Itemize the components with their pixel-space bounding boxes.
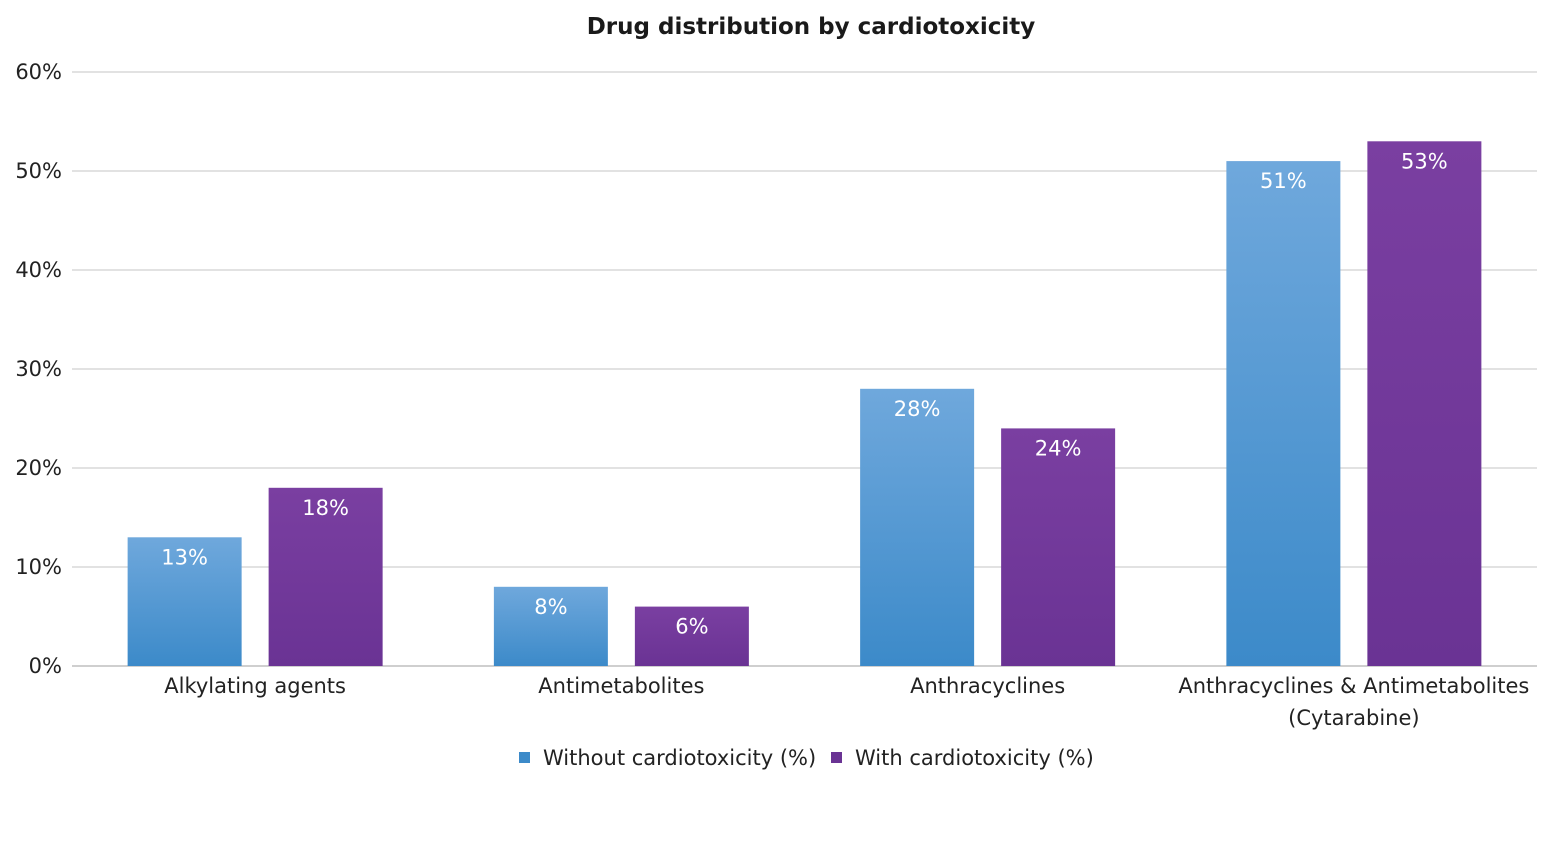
data-label: 13% <box>161 545 208 569</box>
y-tick-label: 30% <box>15 357 62 381</box>
bar-with-cardiotoxicity <box>1367 141 1482 667</box>
x-tick-label: Antimetabolites <box>538 674 704 698</box>
legend-swatch <box>831 752 842 763</box>
data-label: 53% <box>1401 149 1448 173</box>
x-tick-label: Alkylating agents <box>164 674 346 698</box>
legend-label: Without cardiotoxicity (%) <box>543 746 816 770</box>
bar-with-cardiotoxicity <box>1001 428 1116 666</box>
data-label: 18% <box>302 496 349 520</box>
y-tick-label: 20% <box>15 456 62 480</box>
data-label: 24% <box>1035 436 1082 460</box>
y-axis-ticks: 0% 10% 20% 30% 40% 50% 60% <box>15 60 62 678</box>
chart-title: Drug distribution by cardiotoxicity <box>587 14 1036 40</box>
bar-with-cardiotoxicity <box>268 487 383 666</box>
legend-swatch <box>519 752 530 763</box>
bar-with-cardiotoxicity <box>634 606 749 666</box>
x-tick-label: Anthracyclines <box>910 674 1065 698</box>
y-tick-label: 10% <box>15 555 62 579</box>
bar-without-cardiotoxicity <box>860 388 975 666</box>
y-tick-label: 60% <box>15 60 62 84</box>
bar-without-cardiotoxicity <box>127 537 242 666</box>
data-label: 8% <box>534 595 567 619</box>
bar-without-cardiotoxicity <box>1226 161 1341 666</box>
x-tick-label: Anthracyclines & Antimetabolites (Cytarab… <box>1178 674 1529 730</box>
y-tick-label: 40% <box>15 258 62 282</box>
data-label: 6% <box>675 615 708 639</box>
x-axis-ticks: Alkylating agents Antimetabolites Anthracy… <box>164 674 1529 730</box>
bars: 13% 18% 8% 6% 28% 24% 51% 53% <box>127 141 1482 667</box>
bar-without-cardiotoxicity <box>493 586 608 666</box>
data-label: 51% <box>1260 169 1307 193</box>
y-tick-label: 50% <box>15 159 62 183</box>
y-tick-label: 0% <box>29 654 62 678</box>
data-label: 28% <box>894 397 941 421</box>
legend-label: With cardiotoxicity (%) <box>855 746 1094 770</box>
legend: Without cardiotoxicity (%) With cardiotox… <box>519 746 1094 770</box>
